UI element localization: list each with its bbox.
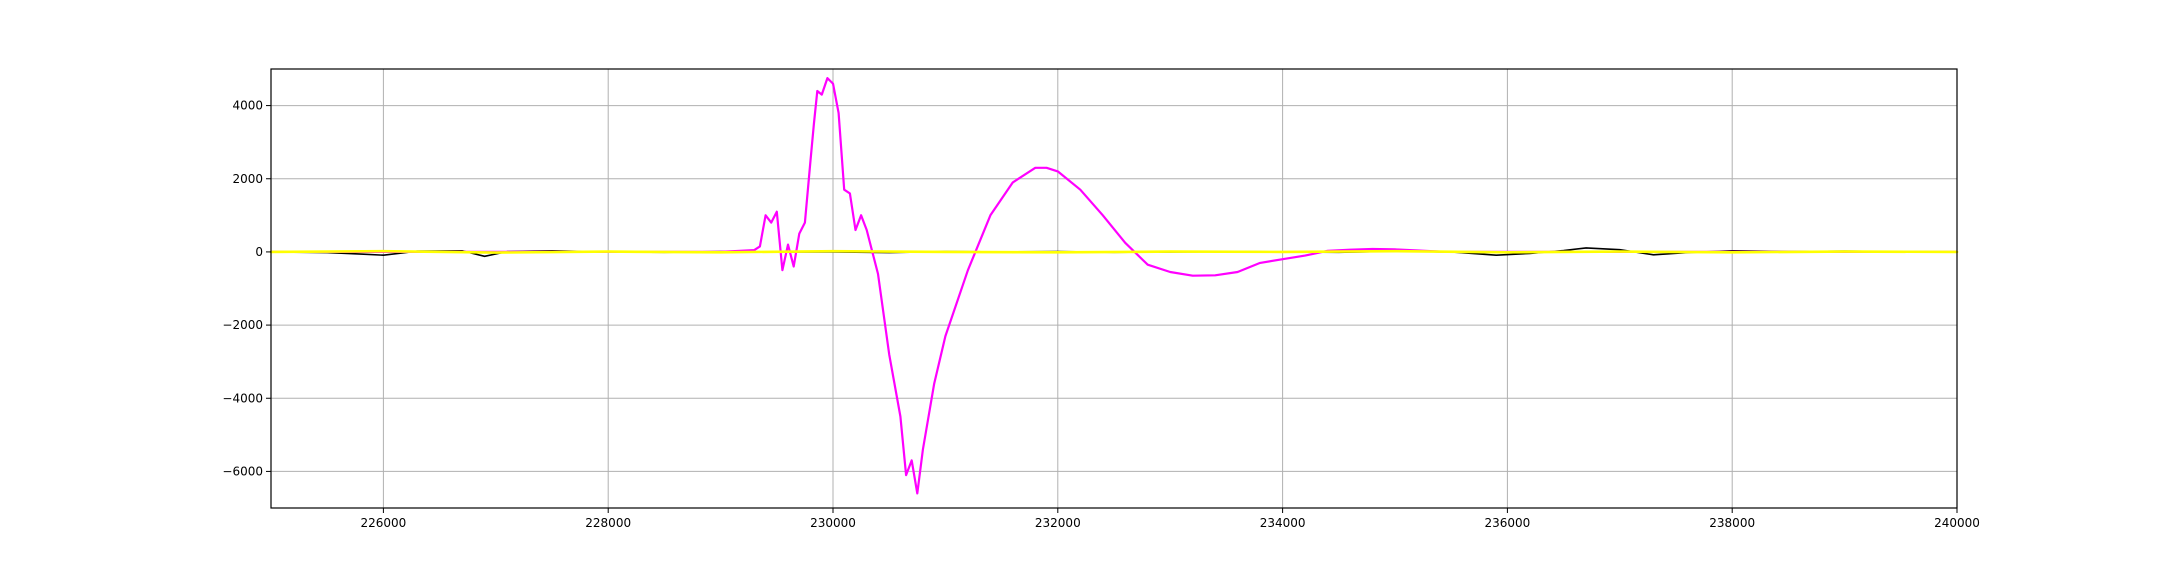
x-tick-label: 234000 [1260, 516, 1306, 530]
grid-lines [271, 69, 1958, 508]
axes: 226000 228000 230000 232000 234000 236000 2380… [222, 99, 1980, 530]
series-line-3 [269, 249, 1959, 254]
plot-frame [270, 68, 1958, 509]
series-lines [269, 76, 1959, 495]
series-line-2 [269, 76, 1959, 495]
y-tick-label: 2000 [232, 172, 263, 186]
y-tick-label: 4000 [232, 99, 263, 113]
x-tick-label: 228000 [585, 516, 631, 530]
y-tick-label: −6000 [222, 464, 263, 478]
y-tick-label: 0 [255, 245, 263, 259]
y-tick-label: −2000 [222, 318, 263, 332]
x-tick-label: 226000 [360, 516, 406, 530]
x-tick-label: 238000 [1709, 516, 1755, 530]
x-tick-label: 240000 [1934, 516, 1980, 530]
x-tick-label: 232000 [1035, 516, 1081, 530]
x-tick-label: 230000 [810, 516, 856, 530]
y-tick-label: −4000 [222, 391, 263, 405]
x-tick-label: 236000 [1484, 516, 1530, 530]
